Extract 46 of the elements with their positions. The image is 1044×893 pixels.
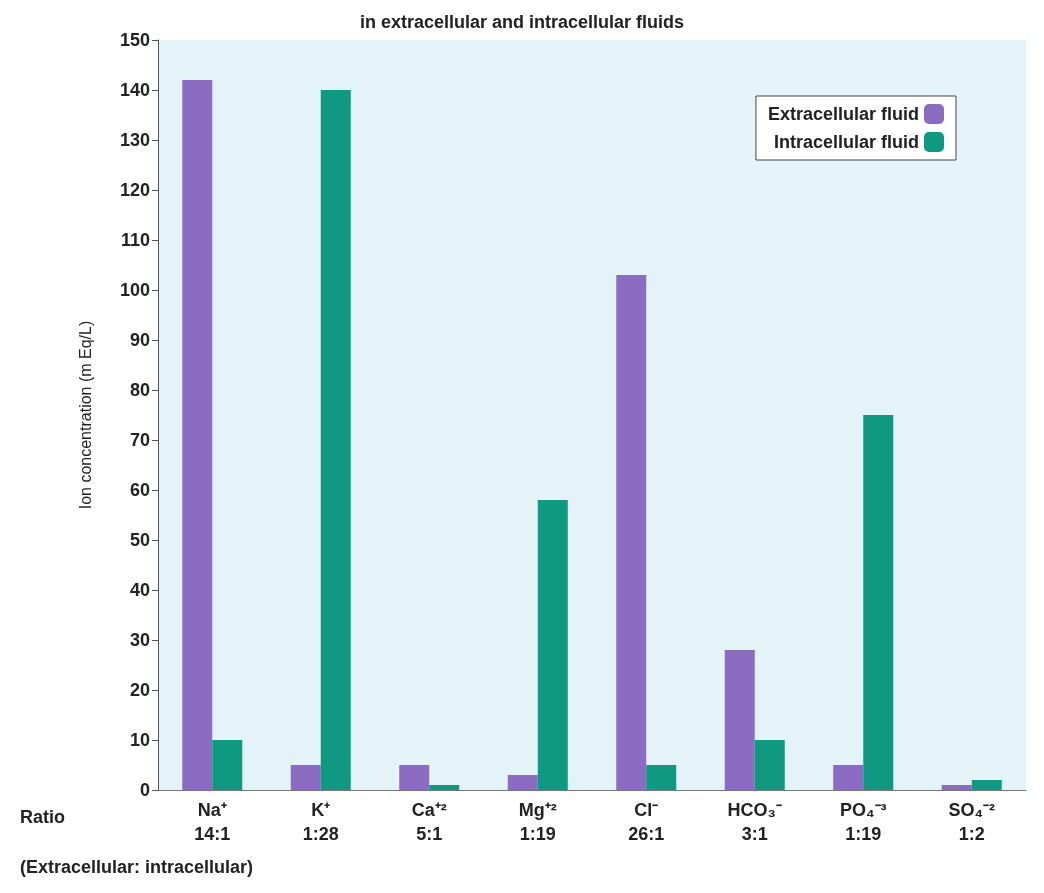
y-tick-label: 80 <box>129 380 150 400</box>
bar <box>646 765 677 790</box>
text: Ratio <box>20 807 65 827</box>
y-tick-label: 150 <box>119 30 150 50</box>
bar <box>182 80 213 790</box>
y-tick-label: 30 <box>129 630 150 650</box>
x-tick-label: HCO₃⁻ 3:1 <box>727 800 782 844</box>
bar <box>507 775 538 790</box>
x-tick-label: Cl⁻ 26:1 <box>628 800 665 844</box>
y-axis-title: Ion concentration (m Eq/L) <box>76 320 94 510</box>
x-tick-label: Ca⁺² 5:1 <box>411 800 447 844</box>
bar <box>863 415 894 790</box>
y-tick-label: 140 <box>119 80 150 100</box>
bar <box>833 765 864 790</box>
x-tick-label: PO₄⁻³ 1:19 <box>839 800 887 844</box>
y-tick-label: 110 <box>120 230 150 250</box>
bar <box>537 500 568 790</box>
bar <box>971 780 1002 790</box>
y-tick-label: 20 <box>129 680 150 700</box>
y-tick-label: 130 <box>119 130 150 150</box>
chart-title: in extracellular and intracellular fluids <box>359 12 685 32</box>
bar <box>290 765 321 790</box>
x-tick-label: K⁺ 1:28 <box>302 800 339 844</box>
bar <box>429 785 460 790</box>
x-tick-label: Na⁺ 14:1 <box>194 800 231 844</box>
y-tick-label: 70 <box>129 430 150 450</box>
y-tick-label: 0 <box>139 780 150 800</box>
y-tick-label: 50 <box>129 530 150 550</box>
x-tick-label: Mg⁺² 1:19 <box>518 800 557 844</box>
bar <box>320 90 351 790</box>
y-tick-label: 120 <box>119 180 150 200</box>
bar <box>754 740 785 790</box>
y-tick-label: 90 <box>129 330 150 350</box>
text: (Extracellular: intracellular) <box>20 857 254 877</box>
y-tick-label: 10 <box>129 730 150 750</box>
y-tick-label: 40 <box>129 580 150 600</box>
legend-label: Intracellular fluid <box>773 132 919 152</box>
bar <box>941 785 972 790</box>
legend-label: Extracellular fluid <box>767 104 919 124</box>
bar <box>616 275 647 790</box>
y-tick-label: 100 <box>119 280 150 300</box>
x-tick-label: SO₄⁻² 1:2 <box>948 800 996 844</box>
bar <box>399 765 430 790</box>
bar <box>724 650 755 790</box>
y-tick-label: 60 <box>129 480 150 500</box>
bar <box>212 740 243 790</box>
